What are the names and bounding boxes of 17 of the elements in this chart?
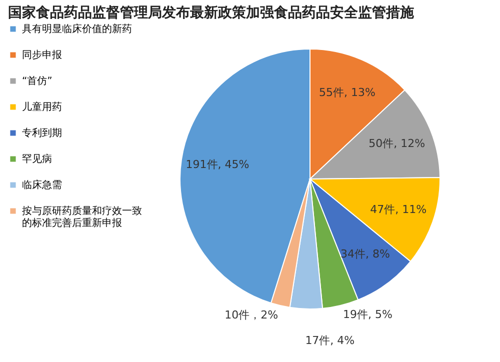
data-label: 10件，2%: [224, 308, 278, 322]
data-label: 191件, 45%: [186, 158, 250, 171]
legend-label: 临床急需: [22, 179, 62, 191]
legend-label: 儿童用药: [22, 101, 62, 113]
legend-label: 罕见病: [22, 153, 52, 165]
data-label: 19件, 5%: [342, 308, 392, 322]
data-label: 17件, 4%: [305, 334, 355, 347]
legend-label: 按与原研药质量和疗效一致的标准完善后重新申报: [22, 205, 142, 229]
legend-label: 同步申报: [22, 49, 62, 61]
legend-label: 专利到期: [22, 127, 62, 139]
chart-title: 国家食品药品监督管理局发布最新政策加强食品药品安全监管措施: [8, 4, 415, 21]
legend-label: “首仿”: [22, 75, 52, 87]
data-label: 34件, 8%: [340, 248, 390, 261]
data-label: 55件, 13%: [318, 86, 376, 100]
legend-label: 具有明显临床价值的新药: [22, 23, 132, 35]
data-label: 50件, 12%: [368, 137, 426, 150]
data-label: 47件, 11%: [370, 203, 427, 216]
